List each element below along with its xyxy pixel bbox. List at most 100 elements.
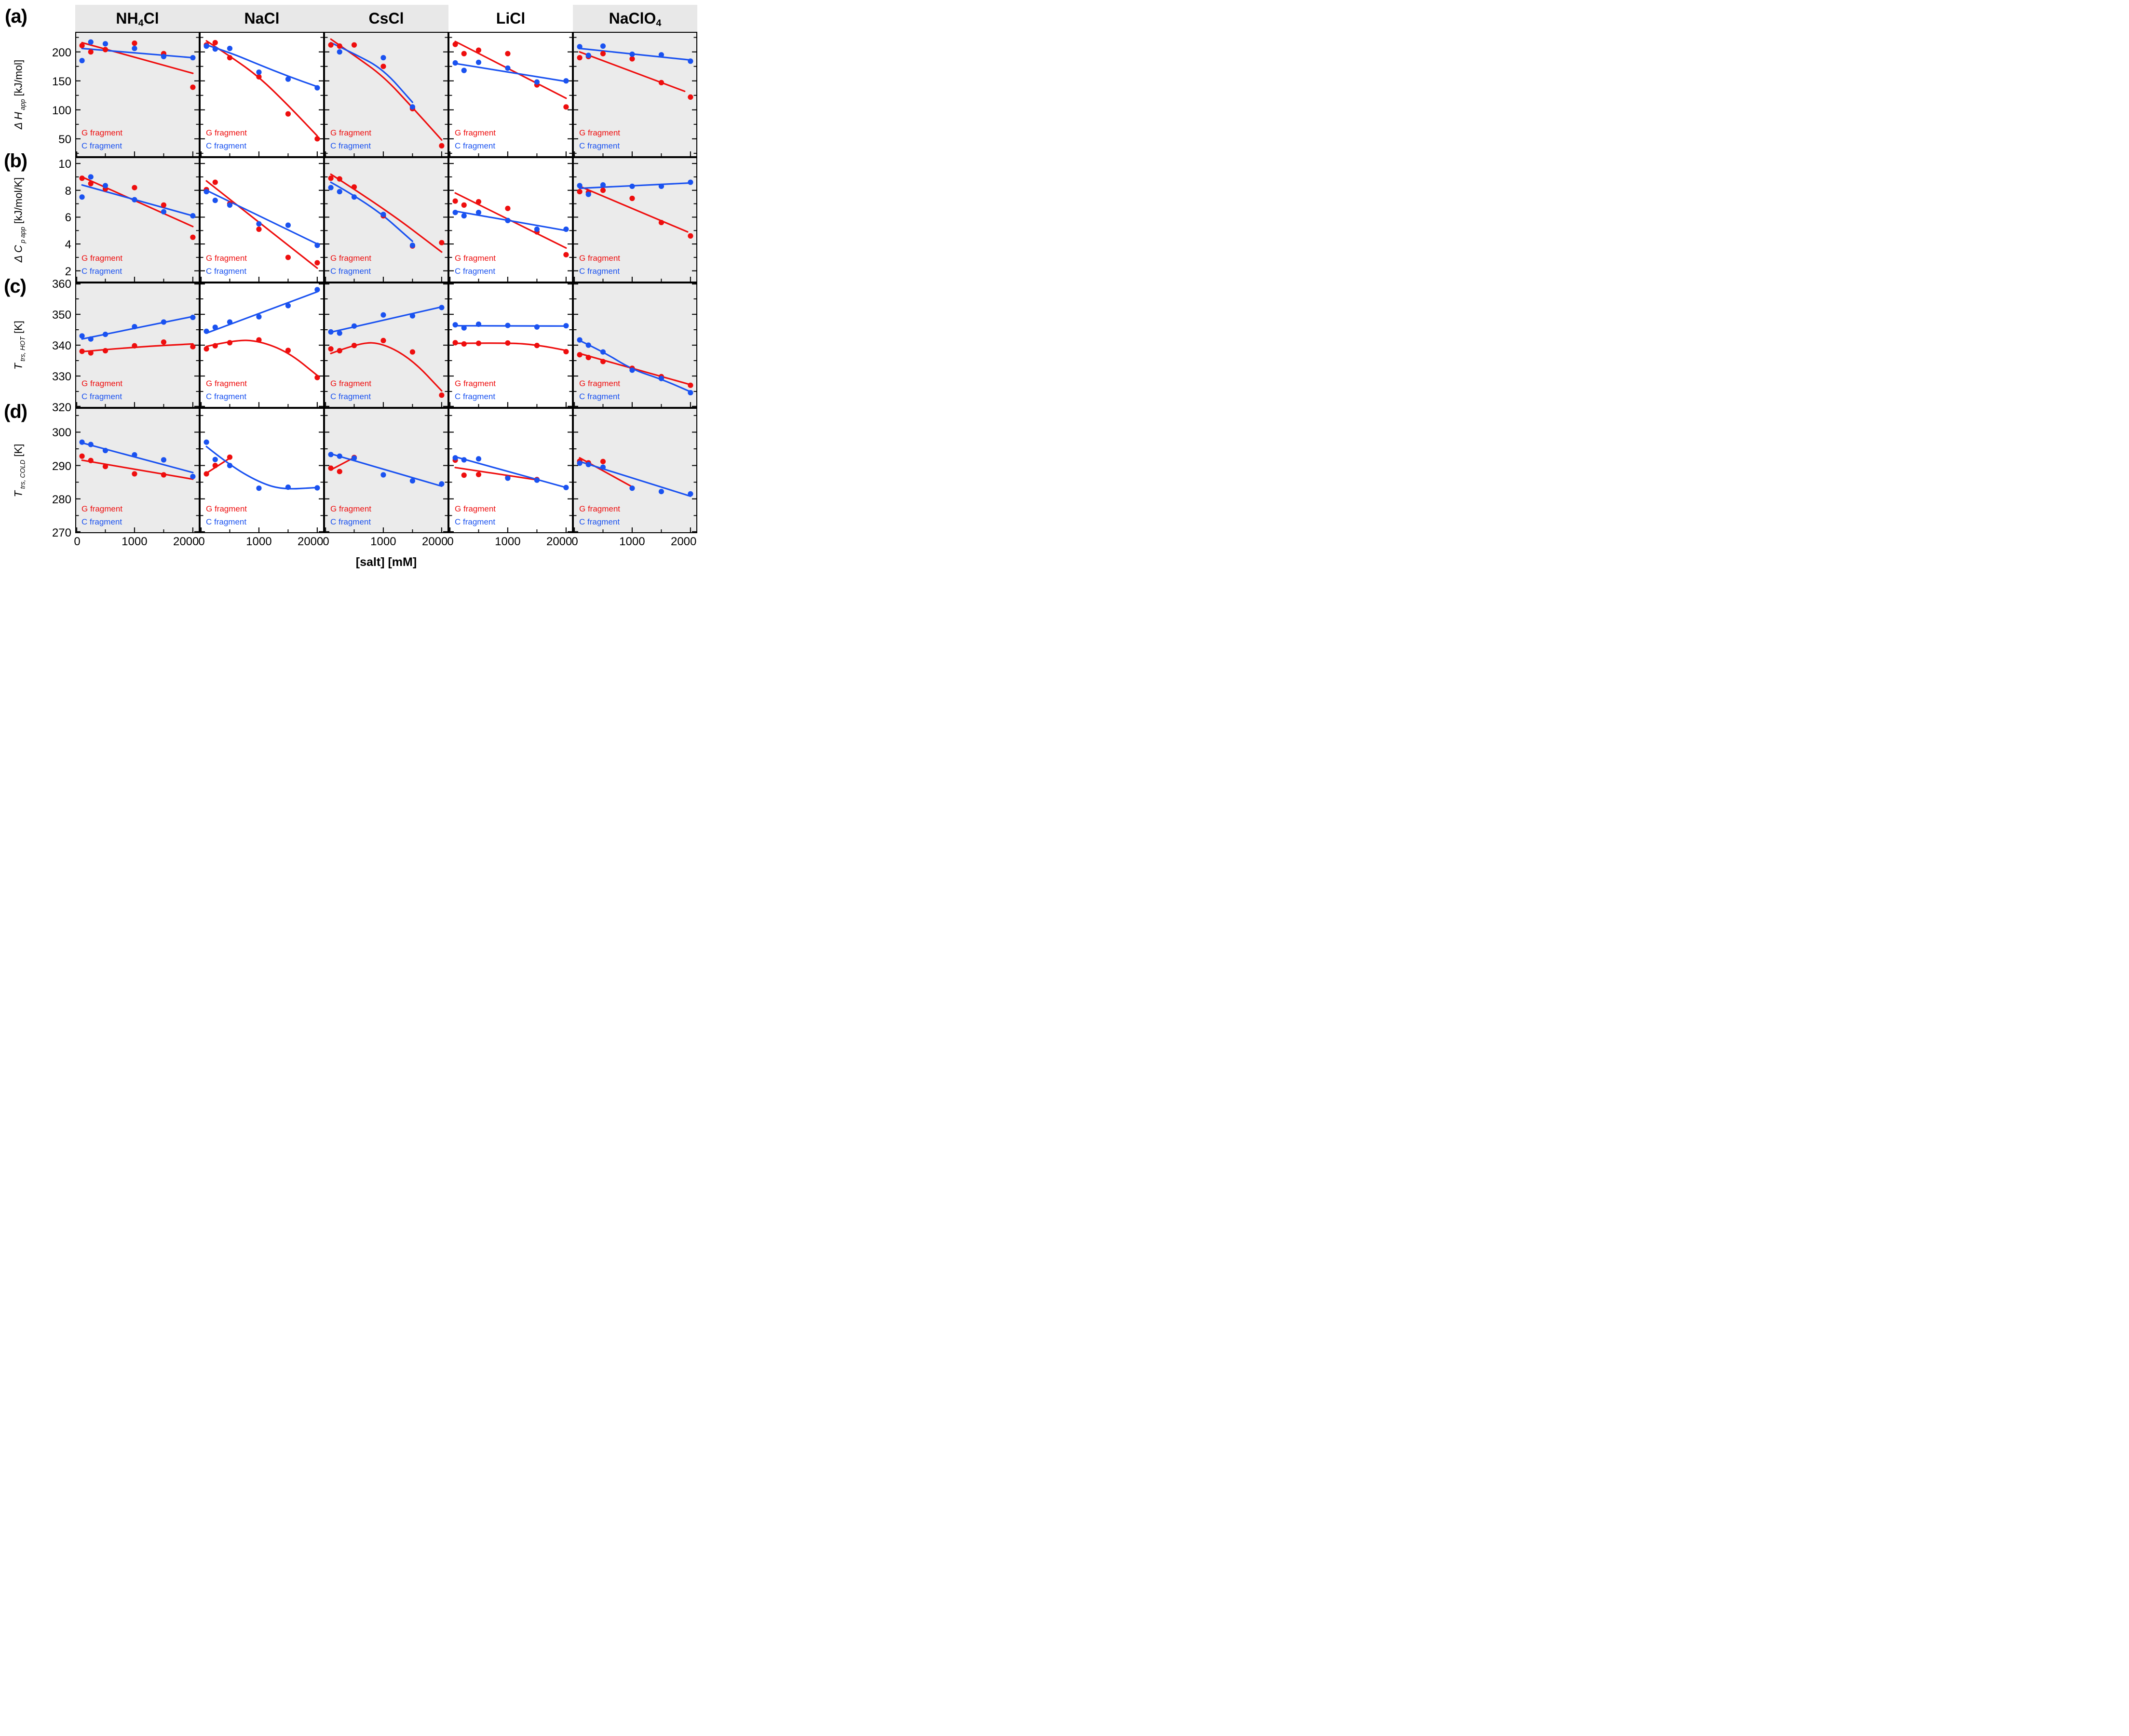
- panel-plot-d-nacl: [201, 415, 323, 532]
- column-header-naclo4: NaClO 4: [573, 5, 697, 32]
- data-point-c: [314, 485, 320, 491]
- panel-plot-b-licl: [449, 163, 572, 282]
- data-point-g: [563, 252, 569, 257]
- legend-c-fragment: C fragment: [455, 141, 496, 150]
- data-point-c: [585, 53, 591, 58]
- panel-plot-d-naclo4: [574, 415, 696, 532]
- figure-corner: (a): [2, 5, 75, 32]
- data-point-g: [629, 195, 635, 202]
- y-axis-label-symbol: T: [12, 363, 25, 370]
- data-point-c: [161, 457, 167, 463]
- x-tick-label: 0: [447, 535, 454, 548]
- data-point-c: [475, 210, 482, 215]
- panel-plot-c-nh4cl: [76, 283, 199, 407]
- data-point-g: [102, 47, 108, 53]
- panel-plot-c-cscl: [325, 283, 447, 407]
- column-header-text: NH: [116, 9, 138, 27]
- figure-grid: (a) NH 4 Cl NaCl CsCl LiCl NaClO 4 Δ H app [kJ/mo…: [2, 5, 699, 569]
- x-tick-label: 0: [198, 535, 205, 548]
- x-tick-labels-naclo4: 0 1000 2000: [571, 533, 697, 554]
- column-header-text: Cl: [143, 9, 159, 27]
- data-point-g: [439, 143, 445, 148]
- y-tick-label: 330: [52, 370, 71, 383]
- data-point-g: [256, 226, 262, 232]
- data-point-c: [102, 447, 108, 454]
- legend-g-fragment: G fragment: [330, 379, 372, 389]
- panel-d-licl: G fragment C fragment: [448, 408, 573, 533]
- legend-c-fragment: C fragment: [579, 517, 620, 526]
- fit-line-c: [579, 182, 692, 189]
- data-point-c: [452, 322, 458, 328]
- legend-c-fragment: C fragment: [206, 141, 247, 150]
- fit-line-c: [454, 210, 567, 231]
- y-tick-label: 270: [52, 526, 71, 539]
- column-header-nacl: NaCl: [200, 5, 324, 32]
- data-point-c: [337, 330, 342, 336]
- column-header-text: NaClO: [609, 9, 656, 27]
- data-point-g: [337, 469, 342, 474]
- y-axis-label-a: Δ H app [kJ/mol]: [12, 60, 26, 129]
- y-tick-label: 10: [58, 158, 71, 171]
- data-point-c: [203, 439, 209, 445]
- panel-legend: G fragment C fragment: [330, 503, 371, 528]
- data-point-c: [461, 325, 467, 331]
- data-point-g: [577, 55, 583, 61]
- data-point-c: [203, 188, 209, 195]
- data-point-g: [337, 348, 342, 354]
- data-point-g: [88, 181, 94, 187]
- legend-c-fragment: C fragment: [455, 266, 496, 276]
- data-point-c: [380, 472, 386, 478]
- data-point-c: [256, 485, 262, 491]
- data-point-c: [88, 336, 94, 342]
- panel-d-naclo4: G fragment C fragment: [573, 408, 697, 533]
- data-point-c: [563, 226, 569, 232]
- panel-legend: G fragment C fragment: [579, 503, 620, 528]
- data-point-g: [577, 352, 583, 358]
- legend-g-fragment: G fragment: [206, 128, 247, 138]
- legend-c-fragment: C fragment: [455, 517, 496, 526]
- panel-legend: G fragment C fragment: [330, 252, 371, 278]
- data-point-g: [688, 382, 693, 388]
- data-point-g: [585, 355, 591, 361]
- data-point-c: [227, 45, 233, 52]
- data-point-g: [161, 202, 167, 208]
- legend-g-fragment: G fragment: [455, 379, 496, 389]
- y-tick-label: 350: [52, 309, 71, 322]
- y-axis-label-units: [K]: [12, 444, 25, 460]
- data-point-c: [505, 323, 511, 328]
- x-tick-labels-nacl: 0 1000 2000: [198, 533, 324, 554]
- fit-line-g: [454, 467, 538, 481]
- fit-line-g: [81, 459, 194, 480]
- data-point-c: [88, 174, 94, 180]
- panel-b-naclo4: G fragment C fragment: [573, 157, 697, 283]
- row-label-d: (d): [4, 401, 27, 422]
- data-point-g: [227, 340, 233, 346]
- panel-a-naclo4: G fragment C fragment: [573, 32, 697, 157]
- legend-g-fragment: G fragment: [579, 379, 621, 389]
- data-point-c: [212, 198, 218, 203]
- fit-line-c: [205, 189, 318, 245]
- data-point-c: [409, 104, 416, 110]
- panel-a-nacl: G fragment C fragment: [200, 32, 324, 157]
- panel-plot-d-nh4cl: [76, 415, 199, 532]
- data-point-g: [600, 51, 606, 56]
- y-axis-label-b: Δ C p app [kJ/mol/K]: [12, 177, 26, 263]
- fit-line-c: [205, 445, 318, 490]
- fit-line-g: [454, 40, 567, 99]
- data-point-c: [534, 226, 540, 232]
- data-point-g: [461, 472, 467, 478]
- data-point-c: [452, 455, 458, 461]
- legend-c-fragment: C fragment: [579, 266, 620, 276]
- y-axis-label-c: T trs, HOT [K]: [12, 321, 26, 370]
- data-point-c: [102, 332, 108, 337]
- legend-g-fragment: G fragment: [579, 128, 621, 138]
- y-tick-label: 150: [52, 75, 71, 88]
- fit-line-g: [330, 173, 443, 253]
- y-tick-label: 100: [52, 104, 71, 117]
- data-point-c: [88, 39, 94, 45]
- panel-plot-b-nh4cl: [76, 163, 199, 282]
- data-point-c: [452, 60, 458, 66]
- data-point-c: [256, 69, 262, 75]
- panel-plot-c-nacl: [201, 283, 323, 407]
- panel-c-nacl: G fragment C fragment: [200, 283, 324, 408]
